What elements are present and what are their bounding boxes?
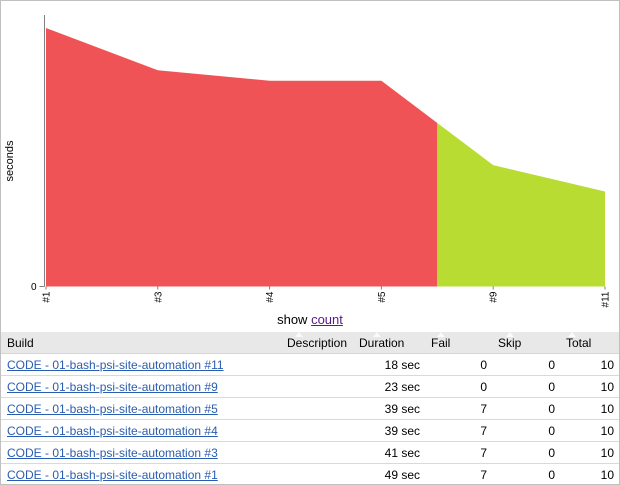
table-row: CODE - 01-bash-psi-site-automation #9 23 … (1, 375, 619, 398)
show-label: show (277, 312, 308, 327)
build-cell: CODE - 01-bash-psi-site-automation #9 (1, 375, 281, 398)
duration-cell: 18 sec (353, 353, 425, 376)
duration-cell: 41 sec (353, 441, 425, 464)
description-cell (281, 463, 353, 484)
column-header-skip[interactable]: Skip (492, 332, 560, 354)
description-cell (281, 441, 353, 464)
sort-arrow-icon (295, 332, 303, 337)
x-axis-label: #3 (153, 291, 164, 303)
build-link[interactable]: CODE - 01-bash-psi-site-automation #3 (7, 445, 218, 460)
skip-cell: 0 (492, 441, 560, 464)
table-row: CODE - 01-bash-psi-site-automation #5 39 … (1, 397, 619, 420)
chart-mode-switcher: show count (1, 311, 619, 332)
fail-cell: 0 (425, 353, 492, 376)
table-row: CODE - 01-bash-psi-site-automation #4 39 … (1, 419, 619, 442)
y-axis-title: seconds (4, 140, 16, 181)
fail-cell: 7 (425, 441, 492, 464)
skip-cell: 0 (492, 375, 560, 398)
sort-arrow-icon (506, 332, 514, 337)
description-cell (281, 375, 353, 398)
x-axis-label: #1 (42, 291, 53, 303)
column-header-fail[interactable]: Fail (425, 332, 492, 354)
skip-cell: 0 (492, 419, 560, 442)
table-header-row: Build Description Duration Fail Skip Tot… (1, 332, 619, 354)
column-header-build[interactable]: Build (1, 332, 281, 354)
description-cell (281, 419, 353, 442)
x-axis-label: #9 (489, 291, 500, 303)
build-link[interactable]: CODE - 01-bash-psi-site-automation #9 (7, 379, 218, 394)
description-cell (281, 353, 353, 376)
x-axis-label: #5 (377, 291, 388, 303)
build-cell: CODE - 01-bash-psi-site-automation #1 (1, 463, 281, 484)
y-axis-zero-label: 0 (31, 282, 37, 293)
duration-cell: 23 sec (353, 375, 425, 398)
column-header-total[interactable]: Total (560, 332, 619, 354)
x-axis-label: #4 (265, 291, 276, 303)
fail-cell: 7 (425, 397, 492, 420)
build-link[interactable]: CODE - 01-bash-psi-site-automation #11 (7, 357, 224, 372)
build-link[interactable]: CODE - 01-bash-psi-site-automation #1 (7, 467, 218, 482)
build-cell: CODE - 01-bash-psi-site-automation #5 (1, 397, 281, 420)
total-cell: 10 (560, 441, 619, 464)
total-cell: 10 (560, 419, 619, 442)
x-axis-label: #11 (601, 291, 612, 307)
build-cell: CODE - 01-bash-psi-site-automation #11 (1, 353, 281, 376)
build-cell: CODE - 01-bash-psi-site-automation #4 (1, 419, 281, 442)
build-link[interactable]: CODE - 01-bash-psi-site-automation #4 (7, 423, 218, 438)
fail-cell: 7 (425, 463, 492, 484)
duration-trend-chart: 0 seconds #1 #3 #4 #5 #9 #11 (1, 1, 619, 311)
column-header-description[interactable]: Description (281, 332, 353, 354)
sort-arrow-icon (437, 332, 445, 337)
passed-area (437, 122, 605, 287)
skip-cell: 0 (492, 397, 560, 420)
fail-cell: 0 (425, 375, 492, 398)
sort-arrow-icon (373, 332, 381, 337)
builds-table-body: CODE - 01-bash-psi-site-automation #11 18… (1, 353, 619, 484)
skip-cell: 0 (492, 463, 560, 484)
build-cell: CODE - 01-bash-psi-site-automation #3 (1, 441, 281, 464)
table-row: CODE - 01-bash-psi-site-automation #1 49 … (1, 463, 619, 484)
total-cell: 10 (560, 397, 619, 420)
total-cell: 10 (560, 353, 619, 376)
duration-cell: 39 sec (353, 397, 425, 420)
total-cell: 10 (560, 463, 619, 484)
build-link[interactable]: CODE - 01-bash-psi-site-automation #5 (7, 401, 218, 416)
table-row: CODE - 01-bash-psi-site-automation #3 41 … (1, 441, 619, 464)
show-count-link[interactable]: count (311, 312, 343, 327)
total-cell: 10 (560, 375, 619, 398)
builds-table: Build Description Duration Fail Skip Tot… (1, 332, 619, 484)
duration-cell: 49 sec (353, 463, 425, 484)
column-header-duration[interactable]: Duration (353, 332, 425, 354)
trend-chart-svg: 0 seconds #1 #3 #4 #5 #9 #11 (4, 15, 612, 307)
table-row: CODE - 01-bash-psi-site-automation #11 18… (1, 353, 619, 376)
description-cell (281, 397, 353, 420)
sort-arrow-icon (568, 332, 576, 337)
duration-cell: 39 sec (353, 419, 425, 442)
failed-area (46, 28, 438, 287)
skip-cell: 0 (492, 353, 560, 376)
fail-cell: 7 (425, 419, 492, 442)
